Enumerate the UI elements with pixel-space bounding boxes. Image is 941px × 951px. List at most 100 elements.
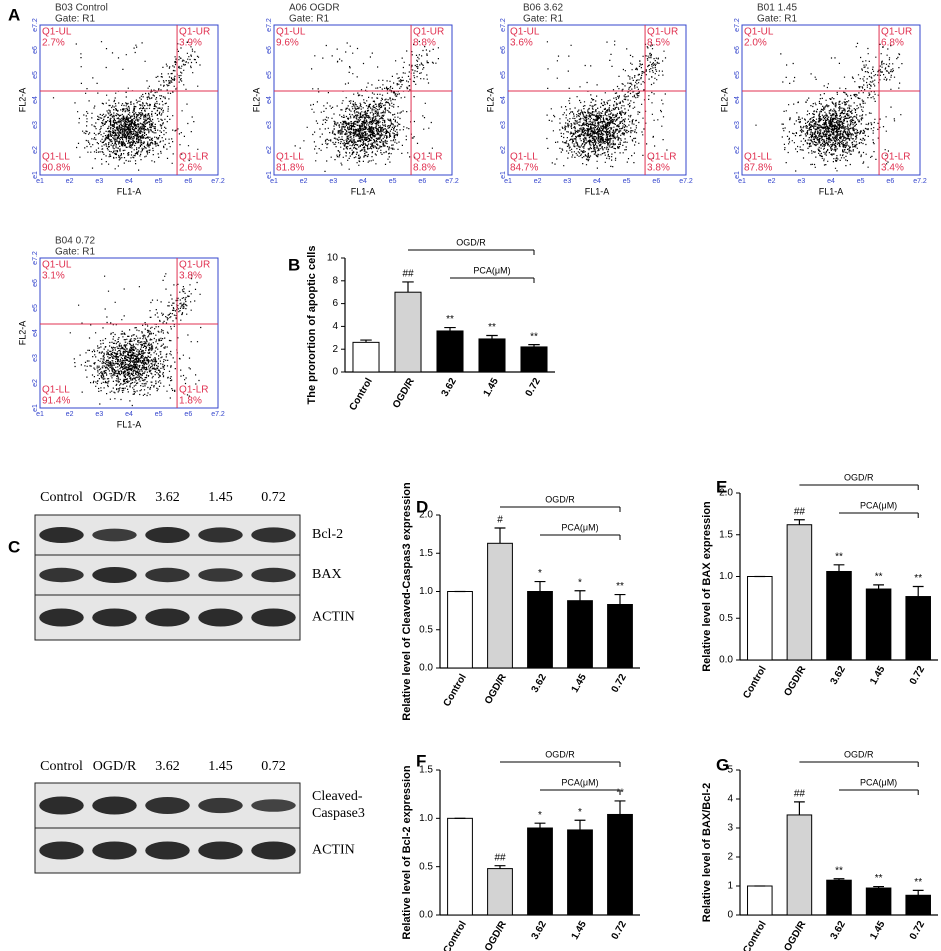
panel-label: F <box>416 751 426 770</box>
x-tick-label: OGD/R <box>782 919 808 951</box>
x-tick-label: e4 <box>125 411 133 418</box>
plot-frame <box>39 257 219 409</box>
lane-label: 3.62 <box>155 490 180 505</box>
x-tick-label: Control <box>442 919 469 951</box>
row-label: Cleaved- <box>312 789 363 804</box>
quadrant-percent: 91.4% <box>42 396 70 407</box>
quadrant-percent: 3.4% <box>881 163 904 174</box>
significance-mark: ## <box>402 269 414 280</box>
bar <box>786 524 813 661</box>
y-tick-label: e1 <box>500 171 507 179</box>
lane-label: 0.72 <box>261 759 286 774</box>
y-tick-label: e4 <box>32 96 39 104</box>
error-bar <box>574 590 586 601</box>
x-axis-label: FL1-A <box>351 186 376 196</box>
bar <box>607 604 633 669</box>
blot-band <box>198 568 243 582</box>
y-tick-label: e6 <box>32 46 39 54</box>
bar <box>394 291 422 373</box>
x-tick-label: 3.62 <box>829 919 848 942</box>
bracket-label: PCA(μM) <box>473 265 510 275</box>
quadrant-percent: 8.8% <box>413 163 436 174</box>
x-tick-label: 3.62 <box>440 376 459 399</box>
error-bar <box>614 593 626 605</box>
quadrant-percent: 6.8% <box>881 38 904 49</box>
quadrant-name: Q1-UL <box>744 27 774 38</box>
x-tick-label: 3.62 <box>530 919 549 942</box>
flow-title: B03 Control <box>55 3 108 14</box>
error-bar <box>793 801 805 815</box>
quadrant-name: Q1-LL <box>510 152 538 163</box>
bracket-label: PCA(μM) <box>561 522 598 532</box>
x-tick-label: e1 <box>36 178 44 185</box>
bar <box>567 829 593 916</box>
lane-label: 1.45 <box>208 490 233 505</box>
x-tick-label: e7.2 <box>445 178 459 185</box>
event-cloud <box>755 42 903 172</box>
y-tick-label: 0 <box>727 910 733 921</box>
significance-mark: ## <box>794 789 806 800</box>
panel-label: E <box>716 477 727 496</box>
quadrant-percent: 3.9% <box>179 38 202 49</box>
plot-frame <box>741 24 921 176</box>
bracket-label: OGD/R <box>844 749 874 759</box>
significance-mark: ** <box>616 581 624 592</box>
bar <box>826 879 852 916</box>
bar <box>520 346 548 373</box>
y-tick-label: 0.5 <box>419 624 433 635</box>
x-tick-label: e5 <box>155 411 163 418</box>
y-tick-label: 3 <box>727 823 733 834</box>
y-tick-label: 6 <box>332 298 338 309</box>
blot-band <box>145 608 190 627</box>
bar <box>747 885 773 916</box>
x-tick-label: Control <box>442 672 469 708</box>
error-bar <box>793 519 805 525</box>
blot-band <box>39 527 84 543</box>
x-tick-label: e6 <box>184 411 192 418</box>
y-tick-label: e2 <box>500 146 507 154</box>
x-tick-label: e2 <box>300 178 308 185</box>
error-bar <box>534 580 546 592</box>
significance-mark: # <box>497 515 503 526</box>
x-tick-label: e6 <box>886 178 894 185</box>
bar-chart: 0.0 0.5 1.0 1.5 2.0 Relative level of Cleaved… <box>401 482 640 721</box>
y-axis-label: FL2-A <box>719 88 729 113</box>
quadrant-percent: 81.8% <box>276 163 304 174</box>
x-tick-label: e7.2 <box>211 411 225 418</box>
y-tick-label: 4 <box>727 794 733 805</box>
blot-band <box>92 567 137 583</box>
blot-band <box>145 567 190 583</box>
quadrant-name: Q1-LL <box>276 152 304 163</box>
bracket-label: PCA(μM) <box>561 777 598 787</box>
bar-chart: 0.0 0.5 1.0 1.5 Relative level of Bcl-2 expr… <box>401 749 640 951</box>
y-tick-label: e3 <box>500 121 507 129</box>
significance-mark: ## <box>494 852 506 863</box>
quadrant-percent: 1.8% <box>179 396 202 407</box>
error-bar <box>534 822 546 828</box>
y-tick-label: e4 <box>32 329 39 337</box>
quadrant-name: Q1-UL <box>276 27 306 38</box>
x-tick-label: e2 <box>534 178 542 185</box>
y-tick-label: e4 <box>266 96 273 104</box>
x-tick-label: e6 <box>652 178 660 185</box>
y-tick-label: 0.0 <box>419 910 433 921</box>
y-axis-title: Relative level of BAX expression <box>701 501 713 672</box>
flow-gate: Gate: R1 <box>523 14 563 25</box>
error-bar <box>494 527 506 544</box>
row-label: Caspase3 <box>312 806 365 821</box>
event-cloud <box>52 41 201 171</box>
x-tick-label: e7.2 <box>211 178 225 185</box>
y-tick-label: e7.2 <box>32 18 39 32</box>
blot-band <box>251 841 296 860</box>
y-tick-label: e1 <box>734 171 741 179</box>
y-tick-label: 1.0 <box>419 586 433 597</box>
y-tick-label: e4 <box>734 96 741 104</box>
x-tick-label: 0.72 <box>908 664 927 687</box>
blot-band <box>251 527 296 543</box>
lane-label: Control <box>40 490 83 505</box>
x-tick-label: e3 <box>95 411 103 418</box>
